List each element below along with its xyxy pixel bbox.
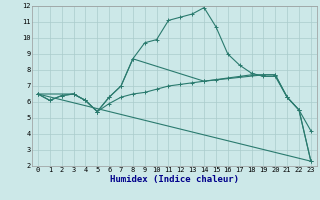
- X-axis label: Humidex (Indice chaleur): Humidex (Indice chaleur): [110, 175, 239, 184]
